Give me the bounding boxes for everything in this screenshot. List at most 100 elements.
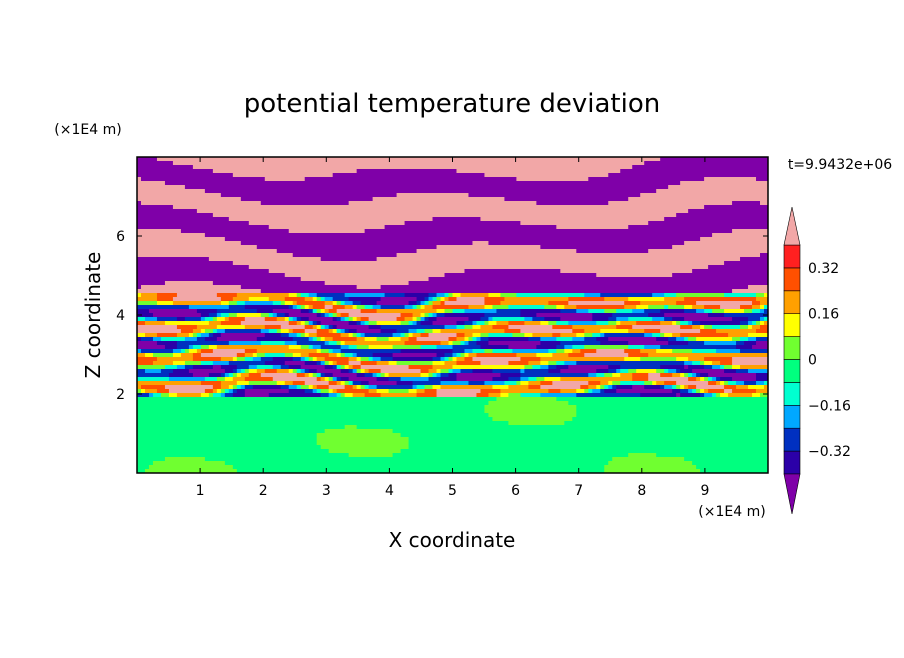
field-cell [228,341,262,346]
field-cell [692,269,768,274]
field-cell [296,341,326,346]
field-cell [592,389,601,394]
field-cell [432,301,442,306]
field-cell [288,293,298,298]
field-cell [324,365,334,370]
field-cell [264,353,286,358]
field-cell [652,381,657,386]
field-cell [648,373,661,378]
y-tick-label: 2 [116,387,125,403]
field-cell [688,373,693,378]
field-cell [320,389,330,394]
field-cell [137,409,486,414]
field-cell [596,373,605,378]
field-cell [520,309,561,314]
field-cell [216,377,226,382]
field-cell [420,369,430,374]
field-cell [424,305,434,310]
field-cell [292,305,298,310]
field-cell [336,309,362,314]
field-cell [464,333,474,338]
field-cell [644,381,653,386]
field-cell [504,381,517,386]
field-cell [440,369,450,374]
field-cell [312,297,318,302]
field-cell [416,337,450,342]
field-cell [688,365,705,370]
field-cell [316,313,322,318]
field-cell [296,373,306,378]
field-cell [704,205,768,210]
field-cell [260,289,733,294]
field-cell [672,273,768,278]
field-cell [652,317,665,322]
field-cell [736,369,749,374]
field-cell [340,365,346,370]
field-cell [668,369,677,374]
field-cell [408,441,768,446]
field-cell [208,333,214,338]
field-cell [232,465,605,470]
field-cell [488,293,502,298]
field-cell [664,297,685,302]
field-cell [360,333,366,338]
field-cell [356,345,370,350]
field-cell [552,381,589,386]
field-cell [468,337,474,342]
field-cell [676,357,689,362]
field-cell [588,177,705,182]
field-cell [137,189,206,194]
field-cell [244,393,270,398]
field-cell [420,317,426,322]
field-cell [396,361,434,366]
field-cell [340,393,346,398]
field-cell [332,325,338,330]
field-cell [508,393,521,398]
field-cell [236,357,246,362]
field-cell [280,329,290,334]
field-cell [588,389,593,394]
field-cell [364,385,370,390]
field-cell [440,381,470,386]
field-cell [312,305,326,310]
field-cell [484,297,506,302]
colorbar-box [783,244,801,269]
field-cell [756,381,765,386]
field-cell [292,369,298,374]
field-cell [600,333,605,338]
field-cell [584,333,593,338]
field-cell [352,353,358,358]
field-cell [712,361,721,366]
field-cell [140,385,166,390]
field-cell [200,349,214,354]
field-cell [696,465,768,470]
field-cell [408,389,418,394]
field-cell [344,381,350,386]
field-cell [356,357,362,362]
field-cell [137,201,142,206]
field-cell [736,341,745,346]
field-cell [680,181,768,186]
field-cell [152,353,174,358]
field-cell [488,337,529,342]
field-cell [608,337,657,342]
field-cell [756,341,768,346]
field-cell [320,445,410,450]
field-cell [392,353,438,358]
field-cell [316,329,330,334]
field-cell [528,381,541,386]
field-cell [744,381,757,386]
field-cell [256,349,318,354]
field-cell [612,373,621,378]
field-cell [324,313,330,318]
x-axis: 1 2 3 4 5 6 7 8 9 [196,157,709,499]
field-cell [368,385,378,390]
field-cell [276,249,418,254]
colorbar-box [783,450,801,475]
field-cell [348,317,354,322]
field-cell [680,393,701,398]
field-cell [640,193,768,198]
field-cell [732,357,768,362]
field-cell [420,305,426,310]
field-cell [688,209,768,214]
